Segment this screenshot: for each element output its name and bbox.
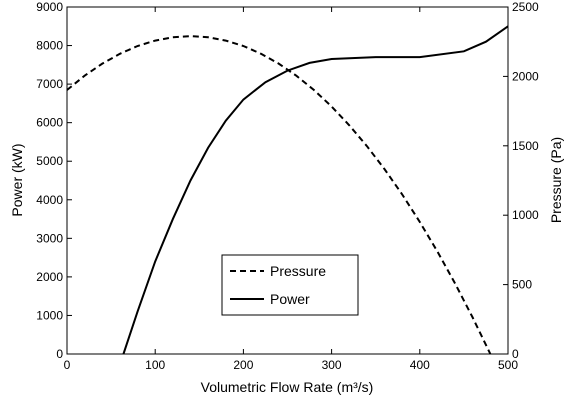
y-tick-label: 7000 (36, 77, 63, 91)
y-axis-label: Power (kW) (9, 143, 25, 216)
series-line (122, 25, 509, 355)
x-tick-label: 300 (322, 358, 342, 372)
y2-tick-label: 0 (512, 347, 519, 361)
y-tick-label: 6000 (36, 116, 63, 130)
x-axis-label: Volumetric Flow Rate (m³/s) (201, 379, 374, 395)
x-tick-label: 200 (233, 358, 253, 372)
plot-frame (66, 6, 509, 355)
y-tick-label: 2000 (36, 270, 63, 284)
x-tick-label: 400 (410, 358, 430, 372)
x-tick-label: 500 (498, 358, 518, 372)
y-tick-label: 5000 (36, 154, 63, 168)
y2-tick-label: 1000 (512, 208, 539, 222)
y2-tick-label: 2500 (512, 0, 539, 14)
x-tick-label: 100 (145, 358, 165, 372)
legend-label: Pressure (270, 263, 326, 279)
y2-axis-label: Pressure (Pa) (548, 137, 564, 223)
y-tick-label: 0 (56, 347, 63, 361)
y2-tick-label: 2000 (512, 69, 539, 83)
series-line (66, 35, 492, 355)
y-tick-label: 8000 (36, 39, 63, 53)
legend-label: Power (270, 291, 310, 307)
y-tick-label: 9000 (36, 0, 63, 14)
y-tick-label: 1000 (36, 308, 63, 322)
y2-tick-label: 500 (512, 278, 532, 292)
y2-tick-label: 1500 (512, 139, 539, 153)
y-tick-label: 4000 (36, 193, 63, 207)
legend-box (221, 254, 359, 316)
x-tick-label: 0 (64, 358, 71, 372)
y-tick-label: 3000 (36, 231, 63, 245)
